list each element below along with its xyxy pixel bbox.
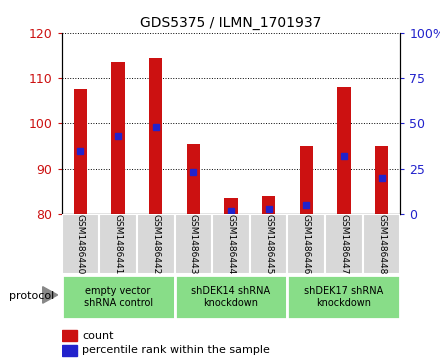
Bar — [224, 198, 238, 214]
Text: empty vector
shRNA control: empty vector shRNA control — [84, 286, 153, 307]
Text: GSM1486443: GSM1486443 — [189, 214, 198, 274]
Text: GSM1486447: GSM1486447 — [339, 214, 348, 274]
Text: GSM1486442: GSM1486442 — [151, 214, 160, 274]
Bar — [300, 146, 313, 214]
Bar — [337, 87, 351, 214]
Text: shDEK17 shRNA
knockdown: shDEK17 shRNA knockdown — [304, 286, 384, 307]
Bar — [212, 214, 250, 274]
Text: GSM1486448: GSM1486448 — [377, 214, 386, 274]
Bar — [62, 345, 77, 356]
Text: shDEK14 shRNA
knockdown: shDEK14 shRNA knockdown — [191, 286, 271, 307]
Text: GSM1486441: GSM1486441 — [114, 214, 123, 274]
Text: count: count — [82, 331, 114, 341]
Text: GSM1486445: GSM1486445 — [264, 214, 273, 274]
Bar — [262, 196, 275, 214]
Bar — [111, 62, 125, 214]
Text: GSM1486440: GSM1486440 — [76, 214, 85, 274]
Bar — [137, 214, 175, 274]
Bar — [62, 330, 77, 341]
Bar — [74, 89, 87, 214]
Bar — [375, 146, 388, 214]
Polygon shape — [43, 287, 58, 303]
Bar — [250, 214, 287, 274]
Bar — [363, 214, 400, 274]
Bar — [175, 214, 212, 274]
Bar — [99, 214, 137, 274]
Text: protocol: protocol — [9, 291, 54, 301]
Bar — [287, 275, 400, 319]
Bar — [62, 214, 99, 274]
Bar — [187, 144, 200, 214]
Bar — [149, 58, 162, 214]
Text: GSM1486446: GSM1486446 — [302, 214, 311, 274]
Bar — [287, 214, 325, 274]
Bar — [62, 275, 175, 319]
Bar — [175, 275, 287, 319]
Title: GDS5375 / ILMN_1701937: GDS5375 / ILMN_1701937 — [140, 16, 322, 30]
Text: percentile rank within the sample: percentile rank within the sample — [82, 345, 270, 355]
Text: GSM1486444: GSM1486444 — [227, 214, 235, 274]
Bar — [325, 214, 363, 274]
